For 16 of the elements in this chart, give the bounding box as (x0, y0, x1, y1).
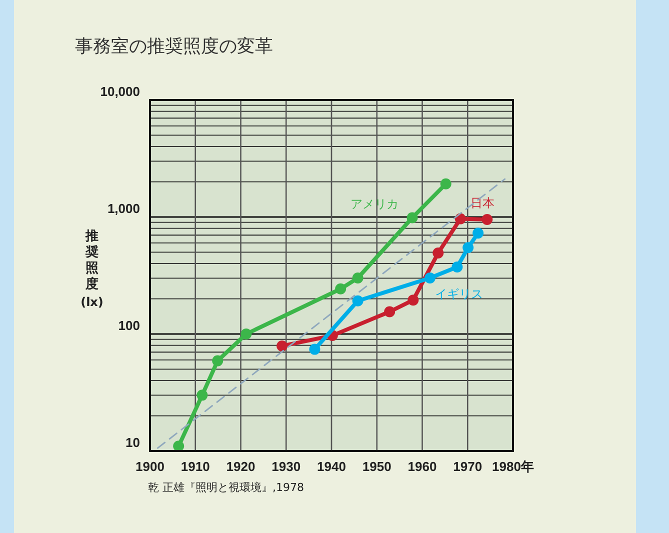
y-tick-label: 10,000 (100, 84, 140, 99)
x-tick-label: 1900 (136, 459, 164, 474)
x-tick-label: 1930 (272, 459, 301, 474)
x-tick-label: 1970 (453, 459, 482, 474)
y-tick-label: 100 (118, 318, 140, 333)
y-tick-label: 1,000 (107, 201, 140, 216)
chart-title: 事務室の推奨照度の変革 (75, 36, 273, 57)
x-tick-label: 1910 (180, 459, 210, 474)
x-tick-label: 1940 (317, 459, 346, 474)
text: 乾 正雄『照明と視環境』,1978 (148, 481, 304, 494)
x-tick-label: 1980年 (492, 459, 534, 474)
x-tick-label: 1960 (408, 459, 437, 474)
y-tick-label: 10 (126, 435, 140, 450)
y-axis-title: 推奨照度(lx) (80, 229, 104, 309)
x-tick-label: 1950 (362, 459, 392, 474)
x-tick-label: 1920 (226, 459, 256, 474)
